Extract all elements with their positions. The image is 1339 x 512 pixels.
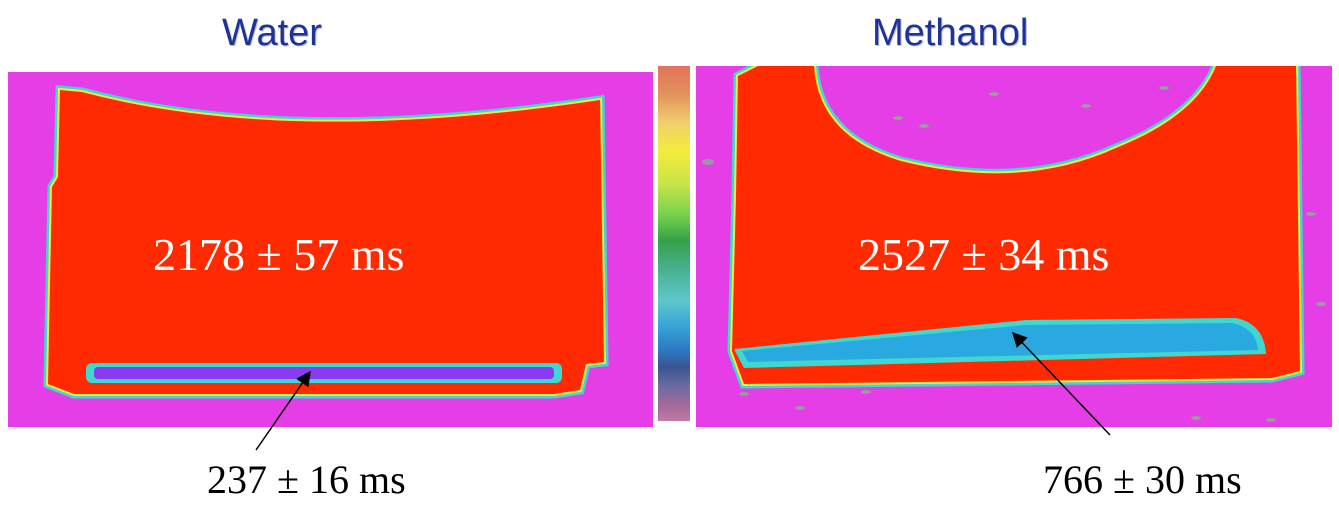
methanol-t1-map: [696, 66, 1332, 427]
water-layer-t1-value: 237 ± 16 ms: [207, 457, 406, 502]
methanol-bulk-t1-value: 2527 ± 34 ms: [858, 229, 1110, 280]
water-sample-region: [48, 90, 604, 394]
water-bottom-layer: [94, 367, 554, 379]
methanol-layer-t1-value: 766 ± 30 ms: [1043, 457, 1242, 502]
methanol-sample-region: [732, 66, 1300, 384]
water-bulk-t1-value: 2178 ± 57 ms: [153, 229, 405, 280]
methanol-bottom-layer: [742, 323, 1258, 362]
water-panel-title: Water: [222, 12, 322, 54]
methanol-panel-title: Methanol: [872, 12, 1029, 54]
water-t1-map: [8, 72, 653, 427]
color-scale-bar: [658, 66, 690, 421]
